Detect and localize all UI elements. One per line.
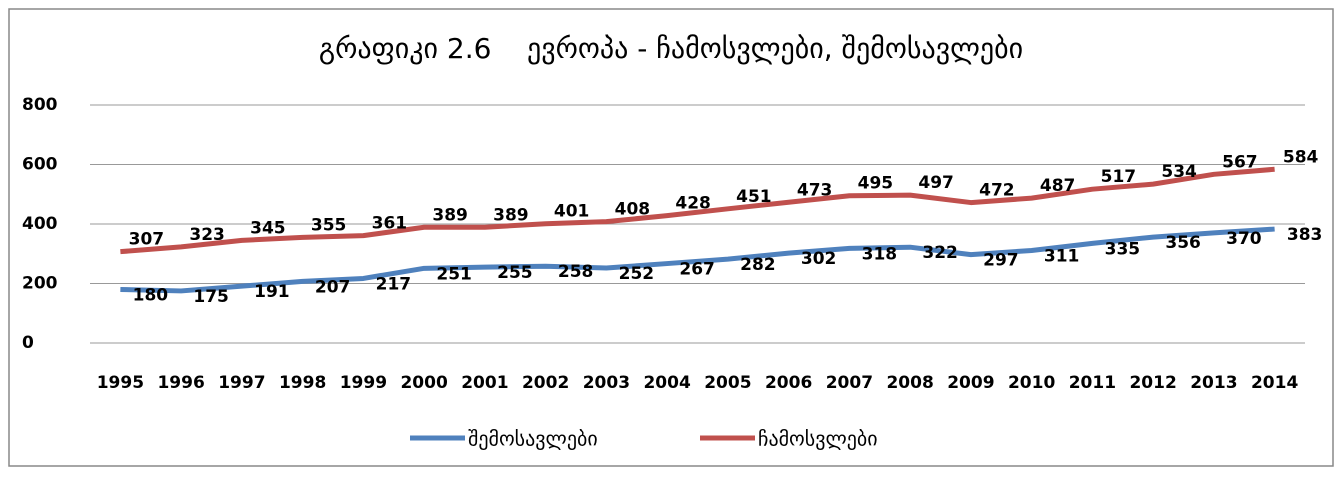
chart-title: გრაფიკი 2.6 ევროპა - ჩამოსვლები, შემოსავ… <box>319 32 1023 65</box>
data-label: 383 <box>1287 225 1323 245</box>
data-label: 345 <box>250 218 286 238</box>
data-label: 318 <box>862 244 898 264</box>
data-label: 191 <box>254 282 290 302</box>
x-tick-label: 1996 <box>157 373 204 393</box>
data-label: 389 <box>432 205 468 225</box>
data-label: 323 <box>189 225 225 245</box>
data-label: 322 <box>922 243 958 263</box>
data-label: 251 <box>436 264 472 284</box>
x-tick-label: 1999 <box>340 373 387 393</box>
data-label: 517 <box>1101 167 1137 187</box>
data-label: 297 <box>983 251 1019 271</box>
x-tick-label: 1998 <box>279 373 326 393</box>
data-label: 451 <box>736 187 772 207</box>
data-label: 567 <box>1222 152 1258 172</box>
x-tick-label: 2004 <box>643 373 690 393</box>
data-label: 175 <box>193 287 229 307</box>
x-tick-label: 2014 <box>1251 373 1298 393</box>
x-tick-label: 2009 <box>947 373 994 393</box>
y-tick-label: 0 <box>22 333 34 353</box>
data-label: 258 <box>558 262 594 282</box>
data-label: 472 <box>979 181 1015 201</box>
data-label: 401 <box>554 202 590 222</box>
x-tick-label: 2001 <box>461 373 508 393</box>
data-label: 473 <box>797 180 833 200</box>
data-label: 217 <box>376 274 412 294</box>
x-tick-label: 2005 <box>704 373 751 393</box>
data-label: 428 <box>675 194 711 214</box>
x-tick-label: 2013 <box>1190 373 1237 393</box>
data-label: 370 <box>1226 229 1262 249</box>
data-label: 307 <box>129 230 165 250</box>
y-tick-label: 600 <box>22 155 58 175</box>
x-tick-label: 2011 <box>1069 373 1116 393</box>
x-tick-label: 2012 <box>1129 373 1176 393</box>
data-label: 267 <box>679 260 715 280</box>
y-tick-label: 200 <box>22 274 58 294</box>
data-label: 497 <box>918 173 954 193</box>
series-line <box>120 166 1275 255</box>
chart-border <box>8 8 1334 467</box>
data-label: 255 <box>497 263 533 283</box>
data-label: 389 <box>493 205 529 225</box>
y-tick-label: 800 <box>22 95 58 115</box>
data-label: 335 <box>1105 239 1141 259</box>
x-tick-label: 2010 <box>1008 373 1055 393</box>
legend-label: შემოსავლები <box>468 427 598 451</box>
data-label: 408 <box>615 200 651 220</box>
x-tick-label: 2007 <box>826 373 873 393</box>
x-tick-label: 1995 <box>97 373 144 393</box>
series-line <box>120 226 1275 294</box>
legend-label: ჩამოსვლები <box>758 427 878 451</box>
data-label: 180 <box>133 285 169 305</box>
data-label: 534 <box>1161 162 1197 182</box>
data-label: 361 <box>372 214 408 234</box>
x-tick-label: 2006 <box>765 373 812 393</box>
data-label: 355 <box>311 215 347 235</box>
data-label: 584 <box>1283 147 1319 167</box>
data-label: 356 <box>1165 233 1201 253</box>
x-tick-label: 1997 <box>218 373 265 393</box>
data-label: 282 <box>740 255 776 275</box>
x-tick-label: 2002 <box>522 373 569 393</box>
x-tick-label: 2003 <box>583 373 630 393</box>
data-label: 302 <box>801 249 837 269</box>
data-label: 207 <box>315 277 351 297</box>
data-label: 252 <box>619 264 655 284</box>
data-label: 495 <box>858 174 894 194</box>
x-tick-label: 2008 <box>886 373 933 393</box>
x-tick-label: 2000 <box>400 373 447 393</box>
data-label: 487 <box>1040 176 1076 196</box>
y-tick-label: 400 <box>22 214 58 234</box>
data-label: 311 <box>1044 246 1080 266</box>
